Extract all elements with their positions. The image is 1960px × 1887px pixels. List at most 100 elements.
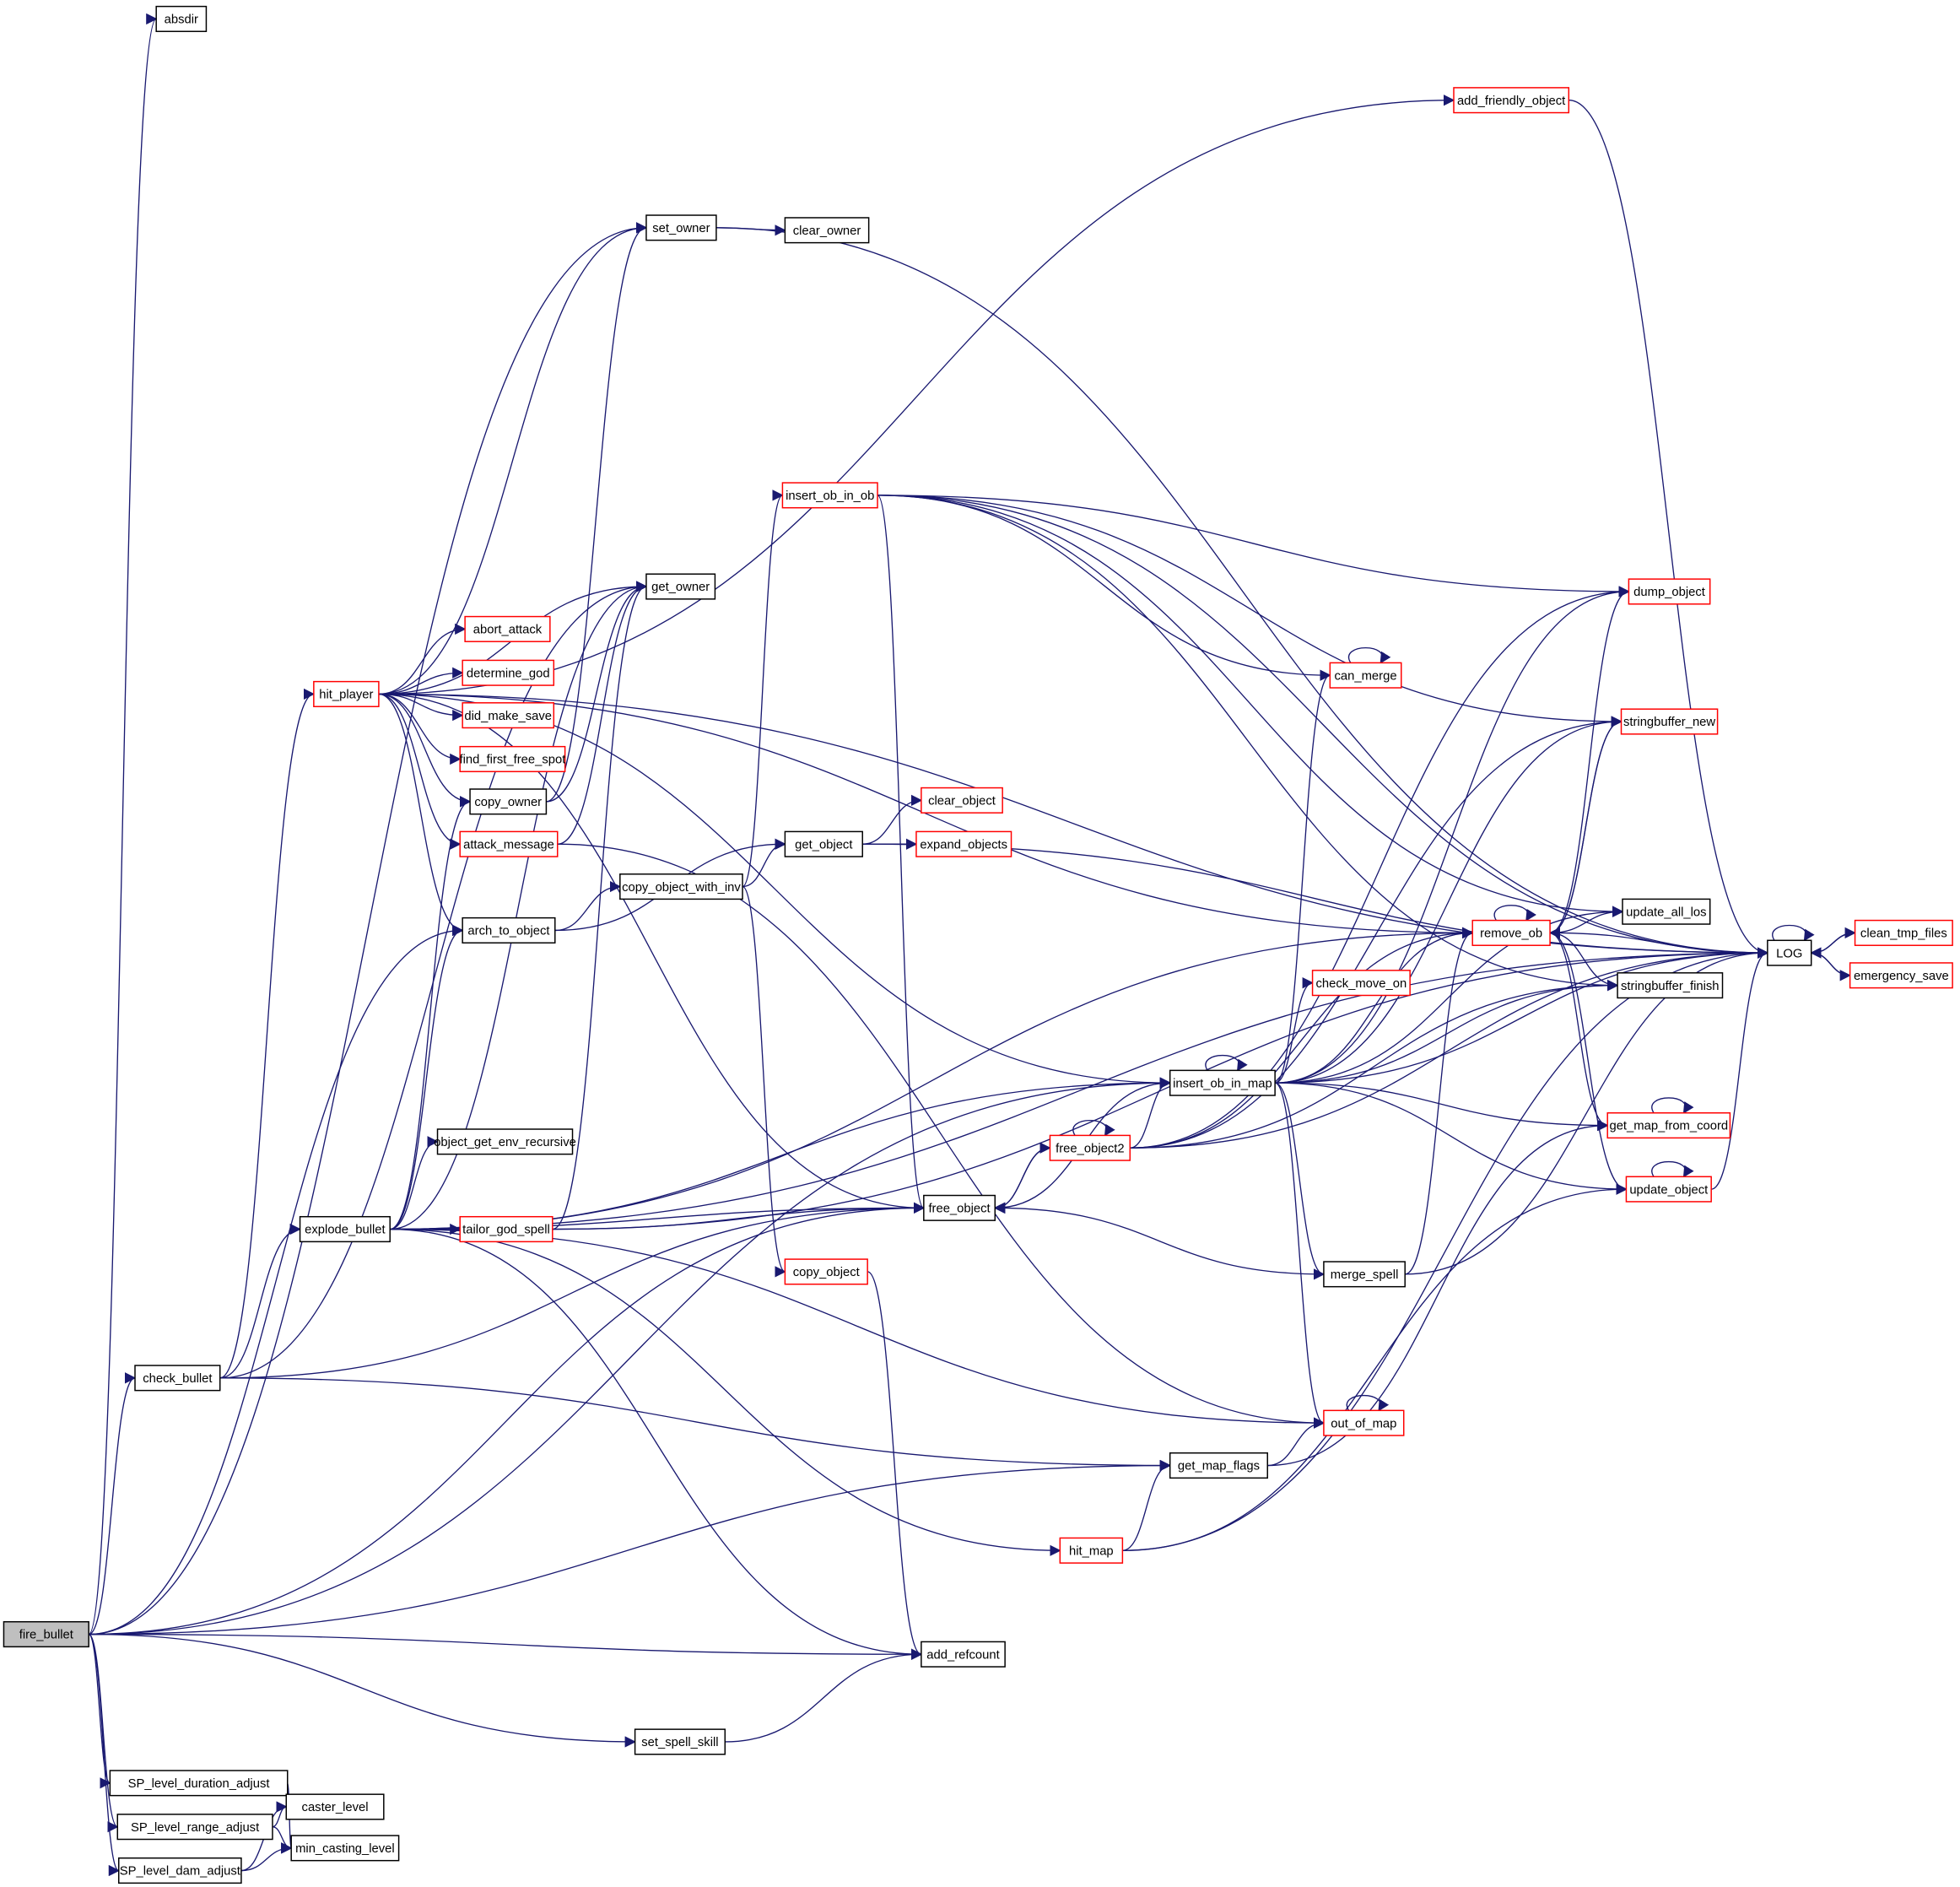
node-check_bullet[interactable]: check_bullet xyxy=(134,1365,221,1392)
node-box[interactable] xyxy=(1049,1134,1131,1161)
node-box[interactable] xyxy=(784,1258,868,1285)
node-absdir[interactable]: absdir xyxy=(155,5,208,32)
node-box[interactable] xyxy=(915,830,1012,857)
node-box[interactable] xyxy=(1169,1452,1268,1479)
node-box[interactable] xyxy=(781,482,878,509)
node-min_casting_level[interactable]: min_casting_level xyxy=(290,1835,400,1862)
node-update_object[interactable]: update_object xyxy=(1625,1176,1712,1203)
node-box[interactable] xyxy=(921,1641,1006,1668)
node-box[interactable] xyxy=(1849,962,1953,989)
node-add_refcount[interactable]: add_refcount xyxy=(921,1641,1006,1668)
node-insert_ob_in_map[interactable]: insert_ob_in_map xyxy=(1169,1069,1276,1096)
node-box[interactable] xyxy=(1628,578,1711,605)
node-box[interactable] xyxy=(313,680,380,707)
node-box[interactable] xyxy=(469,788,548,815)
node-get_map_from_coord[interactable]: get_map_from_coord xyxy=(1606,1112,1731,1139)
node-box[interactable] xyxy=(459,745,566,773)
node-box[interactable] xyxy=(134,1365,221,1392)
node-SP_level_dam_adjust[interactable]: SP_level_dam_adjust xyxy=(118,1857,242,1884)
node-copy_object[interactable]: copy_object xyxy=(784,1258,868,1285)
node-box[interactable] xyxy=(923,1194,996,1221)
node-box[interactable] xyxy=(1323,1409,1405,1436)
node-box[interactable] xyxy=(1625,1176,1712,1203)
node-box[interactable] xyxy=(1059,1537,1124,1564)
node-box[interactable] xyxy=(290,1835,400,1862)
node-explode_bullet[interactable]: explode_bullet xyxy=(299,1215,391,1243)
node-box[interactable] xyxy=(462,702,555,729)
node-merge_spell[interactable]: merge_spell xyxy=(1323,1261,1406,1288)
node-box[interactable] xyxy=(1169,1069,1276,1096)
node-set_spell_skill[interactable]: set_spell_skill xyxy=(634,1728,726,1755)
node-arch_to_object[interactable]: arch_to_object xyxy=(462,916,556,944)
node-insert_ob_in_ob[interactable]: insert_ob_in_ob xyxy=(781,482,878,509)
node-fire_bullet[interactable]: fire_bullet xyxy=(3,1620,89,1648)
node-box[interactable] xyxy=(1329,662,1402,689)
node-box[interactable] xyxy=(619,873,743,900)
node-clean_tmp_files[interactable]: clean_tmp_files xyxy=(1854,919,1953,946)
node-clear_object[interactable]: clear_object xyxy=(921,787,1003,814)
node-box[interactable] xyxy=(1606,1112,1731,1139)
node-stringbuffer_finish[interactable]: stringbuffer_finish xyxy=(1617,972,1724,999)
node-get_object[interactable]: get_object xyxy=(784,830,863,857)
node-clear_owner[interactable]: clear_owner xyxy=(784,217,870,244)
node-copy_object_with_inv[interactable]: copy_object_with_inv xyxy=(619,873,743,900)
node-box[interactable] xyxy=(1620,708,1719,735)
node-box[interactable] xyxy=(116,1814,273,1841)
node-box[interactable] xyxy=(645,214,717,241)
node-box[interactable] xyxy=(459,1215,553,1243)
node-out_of_map[interactable]: out_of_map xyxy=(1323,1409,1405,1436)
node-add_friendly_object[interactable]: add_friendly_object xyxy=(1453,87,1570,114)
node-box[interactable] xyxy=(285,1793,385,1820)
node-emergency_save[interactable]: emergency_save xyxy=(1849,962,1953,989)
node-free_object2[interactable]: free_object2 xyxy=(1049,1134,1131,1161)
node-determine_god[interactable]: determine_god xyxy=(462,659,555,686)
node-box[interactable] xyxy=(155,5,208,32)
node-can_merge[interactable]: can_merge xyxy=(1329,662,1402,689)
node-box[interactable] xyxy=(462,916,556,944)
node-box[interactable] xyxy=(1767,939,1812,966)
node-set_owner[interactable]: set_owner xyxy=(645,214,717,241)
node-box[interactable] xyxy=(118,1857,242,1884)
node-box[interactable] xyxy=(1622,898,1711,925)
node-box[interactable] xyxy=(1311,970,1411,997)
node-SP_level_range_adjust[interactable]: SP_level_range_adjust xyxy=(116,1814,273,1841)
node-box[interactable] xyxy=(784,830,863,857)
node-get_map_flags[interactable]: get_map_flags xyxy=(1169,1452,1268,1479)
node-hit_player[interactable]: hit_player xyxy=(313,680,380,707)
node-box[interactable] xyxy=(464,615,551,642)
node-caster_level[interactable]: caster_level xyxy=(285,1793,385,1820)
node-box[interactable] xyxy=(299,1215,391,1243)
node-remove_ob[interactable]: remove_ob xyxy=(1471,919,1551,946)
node-free_object[interactable]: free_object xyxy=(923,1194,996,1221)
node-box[interactable] xyxy=(1471,919,1551,946)
node-hit_map[interactable]: hit_map xyxy=(1059,1537,1124,1564)
node-expand_objects[interactable]: expand_objects xyxy=(915,830,1012,857)
node-SP_level_duration_adjust[interactable]: SP_level_duration_adjust xyxy=(109,1770,289,1797)
node-tailor_god_spell[interactable]: tailor_god_spell xyxy=(459,1215,553,1243)
node-box[interactable] xyxy=(462,659,555,686)
node-box[interactable] xyxy=(1617,972,1724,999)
node-box[interactable] xyxy=(1323,1261,1406,1288)
node-update_all_los[interactable]: update_all_los xyxy=(1622,898,1711,925)
node-box[interactable] xyxy=(109,1770,289,1797)
node-LOG[interactable]: LOG xyxy=(1767,939,1812,966)
node-stringbuffer_new[interactable]: stringbuffer_new xyxy=(1620,708,1719,735)
node-get_owner[interactable]: get_owner xyxy=(645,573,716,600)
node-copy_owner[interactable]: copy_owner xyxy=(469,788,548,815)
node-box[interactable] xyxy=(1854,919,1953,946)
node-find_first_free_spot[interactable]: find_first_free_spot xyxy=(459,745,566,773)
node-did_make_save[interactable]: did_make_save xyxy=(462,702,555,729)
node-box[interactable] xyxy=(784,217,870,244)
node-box[interactable] xyxy=(645,573,716,600)
node-check_move_on[interactable]: check_move_on xyxy=(1311,970,1411,997)
node-object_get_env_recursive[interactable]: object_get_env_recursive xyxy=(434,1128,576,1155)
node-box[interactable] xyxy=(459,830,559,857)
node-attack_message[interactable]: attack_message xyxy=(459,830,559,857)
node-box[interactable] xyxy=(921,787,1003,814)
node-abort_attack[interactable]: abort_attack xyxy=(464,615,551,642)
node-dump_object[interactable]: dump_object xyxy=(1628,578,1711,605)
node-box[interactable] xyxy=(3,1620,89,1648)
node-box[interactable] xyxy=(436,1128,574,1155)
node-box[interactable] xyxy=(634,1728,726,1755)
node-box[interactable] xyxy=(1453,87,1570,114)
